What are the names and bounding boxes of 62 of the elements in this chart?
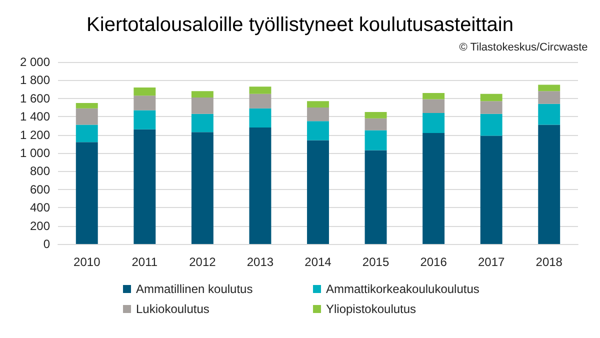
legend-label: Ammattikorkeakoulukoulutus xyxy=(326,282,480,296)
bar xyxy=(249,108,272,128)
bar xyxy=(364,130,387,150)
bar xyxy=(538,124,560,244)
bar xyxy=(538,104,560,125)
bar xyxy=(307,140,329,244)
y-tick-label: 1 800 xyxy=(20,73,50,88)
bar xyxy=(480,101,502,114)
chart-title: Kiertotalousaloille työllistyneet koulutusasteittain xyxy=(86,14,514,36)
bar xyxy=(191,114,214,132)
y-tick-label: 1 200 xyxy=(20,128,50,142)
bar xyxy=(422,92,445,100)
bar xyxy=(134,96,156,110)
bar xyxy=(76,124,98,142)
x-tick-label: 2010 xyxy=(74,255,101,269)
bar xyxy=(249,94,272,108)
bar xyxy=(134,110,156,130)
bar xyxy=(76,102,98,108)
legend-label: Ammatillinen koulutus xyxy=(136,282,253,296)
y-tick-label: 400 xyxy=(30,200,50,215)
x-tick-label: 2013 xyxy=(246,255,274,269)
bar xyxy=(364,118,387,130)
bar xyxy=(422,112,445,133)
x-tick-label: 2016 xyxy=(420,255,448,269)
bar xyxy=(191,91,214,98)
x-tick-label: 2018 xyxy=(536,255,563,269)
bar xyxy=(307,121,329,140)
x-tick-label: 2017 xyxy=(478,255,506,269)
bar xyxy=(191,132,214,244)
bar xyxy=(538,84,560,92)
bar xyxy=(134,129,156,244)
y-tick-label: 1 600 xyxy=(20,91,50,106)
x-tick-label: 2014 xyxy=(304,255,332,269)
bar xyxy=(249,128,272,244)
bar xyxy=(134,87,156,96)
y-tick-label: 1 400 xyxy=(20,110,50,124)
bar xyxy=(480,136,502,244)
x-tick-label: 2015 xyxy=(362,255,390,269)
legend-label: Lukiokoulutus xyxy=(136,302,210,316)
legend-label: Yliopistokoulutus xyxy=(326,302,416,316)
bar xyxy=(307,108,329,122)
y-tick-label: 600 xyxy=(30,182,50,196)
text: © Tilastokeskus/Circwaste xyxy=(459,42,588,54)
bar xyxy=(364,112,387,118)
x-tick-label: 2011 xyxy=(132,255,158,269)
bar xyxy=(364,150,387,244)
bar xyxy=(191,97,214,114)
y-tick-label: 1 000 xyxy=(20,146,50,160)
bar xyxy=(422,132,445,244)
bar xyxy=(480,114,502,136)
bar xyxy=(422,99,445,113)
y-tick-label: 0 xyxy=(43,237,50,251)
bar xyxy=(538,91,560,104)
y-tick-label: 2 000 xyxy=(20,55,50,69)
x-tick-label: 2012 xyxy=(189,255,216,269)
y-tick-label: 800 xyxy=(30,164,50,178)
y-tick-label: 200 xyxy=(30,218,50,233)
bar xyxy=(249,86,272,94)
bar xyxy=(76,142,98,244)
bar xyxy=(480,94,502,102)
bar xyxy=(76,108,98,125)
bar xyxy=(307,101,329,108)
